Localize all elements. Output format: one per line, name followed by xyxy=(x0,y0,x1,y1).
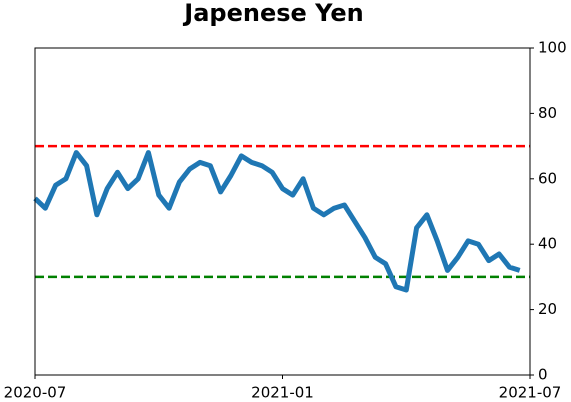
y-tick-label: 0 xyxy=(538,366,548,384)
y-tick-label: 40 xyxy=(538,235,557,253)
x-tick-label: 2021-01 xyxy=(251,384,314,402)
data-line xyxy=(33,150,521,293)
y-tick-label: 20 xyxy=(538,300,557,318)
x-tick-label: 2021-07 xyxy=(499,384,562,402)
y-tick-label: 60 xyxy=(538,169,557,187)
y-tick-label: 80 xyxy=(538,104,557,122)
y-tick-label: 100 xyxy=(538,39,567,57)
chart-title: Japenese Yen xyxy=(182,0,363,27)
x-tick-label: 2020-07 xyxy=(4,384,67,402)
plot-frame xyxy=(34,47,531,376)
